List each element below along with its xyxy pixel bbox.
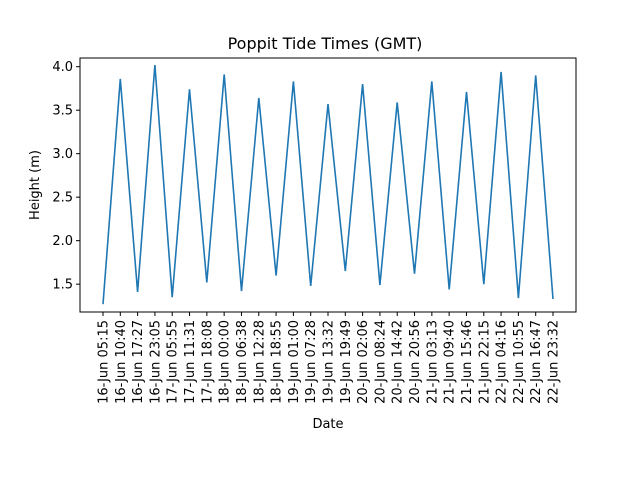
x-tick-label: 18-Jun 12:28: [252, 320, 267, 404]
x-tick-label: 17-Jun 05:55: [166, 320, 181, 404]
x-tick-label: 19-Jun 19:49: [339, 320, 354, 404]
x-tick-label: 20-Jun 20:56: [408, 320, 423, 404]
y-tick-label: 4.0: [52, 60, 73, 75]
x-tick-label: 18-Jun 18:55: [270, 320, 285, 404]
data-point: [120, 78, 122, 80]
data-point: [293, 81, 295, 83]
data-point: [258, 97, 260, 99]
data-point: [362, 83, 364, 85]
x-tick-label: 20-Jun 14:42: [391, 320, 406, 404]
data-point: [396, 102, 398, 104]
y-tick-label: 3.0: [52, 147, 73, 162]
data-point: [518, 297, 520, 299]
data-point: [552, 298, 554, 300]
x-tick-label: 22-Jun 16:47: [529, 320, 544, 404]
data-point: [345, 270, 347, 272]
data-point: [137, 291, 139, 293]
y-axis-label: Height (m): [28, 150, 43, 220]
x-tick-label: 19-Jun 13:32: [322, 320, 337, 404]
plot-area: 1.5 2.0 2.5 3.0 3.5 4.0 16-Jun 05:15 16-Jun 10:…: [52, 57, 577, 404]
data-point: [102, 303, 104, 305]
x-tick-label: 22-Jun 04:16: [495, 320, 510, 404]
x-tick-label: 22-Jun 10:55: [512, 320, 527, 404]
x-tick-label: 21-Jun 15:46: [460, 320, 475, 404]
x-tick-label: 21-Jun 09:40: [443, 320, 458, 404]
tide-height-line: [102, 64, 554, 305]
y-tick-label: 1.5: [52, 278, 73, 293]
data-point: [466, 91, 468, 93]
x-tick-label: 17-Jun 11:31: [183, 320, 198, 404]
x-tick-label: 17-Jun 18:08: [200, 320, 215, 404]
data-point: [414, 273, 416, 275]
x-tick-label: 16-Jun 05:15: [97, 320, 112, 404]
y-tick-label: 2.5: [52, 191, 73, 206]
data-point: [206, 282, 208, 284]
data-point: [241, 290, 243, 292]
x-tick-label: 21-Jun 03:13: [425, 320, 440, 404]
x-tick-label: 21-Jun 22:15: [477, 320, 492, 404]
x-tick-label: 20-Jun 02:06: [356, 320, 371, 404]
y-tick-label: 2.0: [52, 234, 73, 249]
x-tick-label: 16-Jun 17:27: [131, 320, 146, 404]
data-point: [171, 296, 173, 298]
x-tick-label: 16-Jun 10:40: [114, 320, 129, 404]
axes-frame: [79, 57, 577, 313]
x-tick-label: 18-Jun 00:00: [218, 320, 233, 404]
y-tick-label: 3.5: [52, 104, 73, 119]
x-tick-label: 19-Jun 07:28: [304, 320, 319, 404]
data-point: [310, 285, 312, 287]
x-tick-label: 20-Jun 08:24: [373, 320, 388, 404]
data-point: [327, 103, 329, 105]
data-point: [379, 284, 381, 286]
data-point: [223, 74, 225, 76]
data-point: [500, 71, 502, 73]
data-point: [154, 64, 156, 66]
data-point: [189, 89, 191, 91]
data-point: [275, 275, 277, 277]
x-axis-label: Date: [312, 417, 343, 432]
x-tick-label: 16-Jun 23:05: [148, 320, 163, 404]
data-point: [448, 289, 450, 291]
x-tick-label: 19-Jun 01:00: [287, 320, 302, 404]
data-point: [535, 75, 537, 77]
data-point: [483, 283, 485, 285]
x-tick-label: 22-Jun 23:32: [547, 320, 562, 404]
x-tick-label: 18-Jun 06:38: [235, 320, 250, 404]
chart-title: Poppit Tide Times (GMT): [228, 34, 423, 53]
data-point: [431, 81, 433, 83]
